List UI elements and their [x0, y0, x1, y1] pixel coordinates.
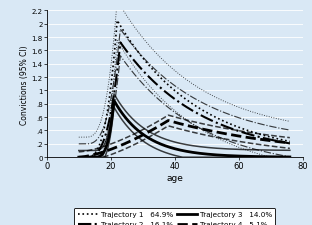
X-axis label: age: age: [166, 173, 183, 182]
Legend: Trajectory 1   64.9%, Trajectory 2   16.1%, Trajectory 3   14.0%, Trajectory 4  : Trajectory 1 64.9%, Trajectory 2 16.1%, …: [74, 208, 275, 225]
Y-axis label: Convictions (95% CI): Convictions (95% CI): [20, 45, 29, 124]
